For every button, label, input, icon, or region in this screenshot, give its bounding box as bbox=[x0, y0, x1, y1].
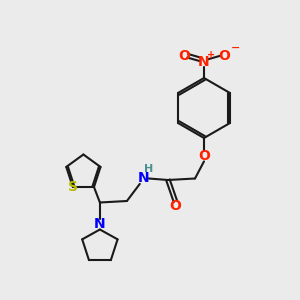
Text: +: + bbox=[206, 50, 215, 60]
Text: O: O bbox=[178, 49, 190, 63]
Text: S: S bbox=[68, 180, 78, 194]
Text: O: O bbox=[198, 149, 210, 163]
Text: O: O bbox=[218, 49, 230, 63]
Text: N: N bbox=[198, 56, 210, 69]
Text: N: N bbox=[94, 217, 106, 231]
Text: N: N bbox=[138, 172, 149, 185]
Text: O: O bbox=[169, 199, 181, 213]
Text: −: − bbox=[230, 43, 240, 53]
Text: H: H bbox=[144, 164, 153, 174]
